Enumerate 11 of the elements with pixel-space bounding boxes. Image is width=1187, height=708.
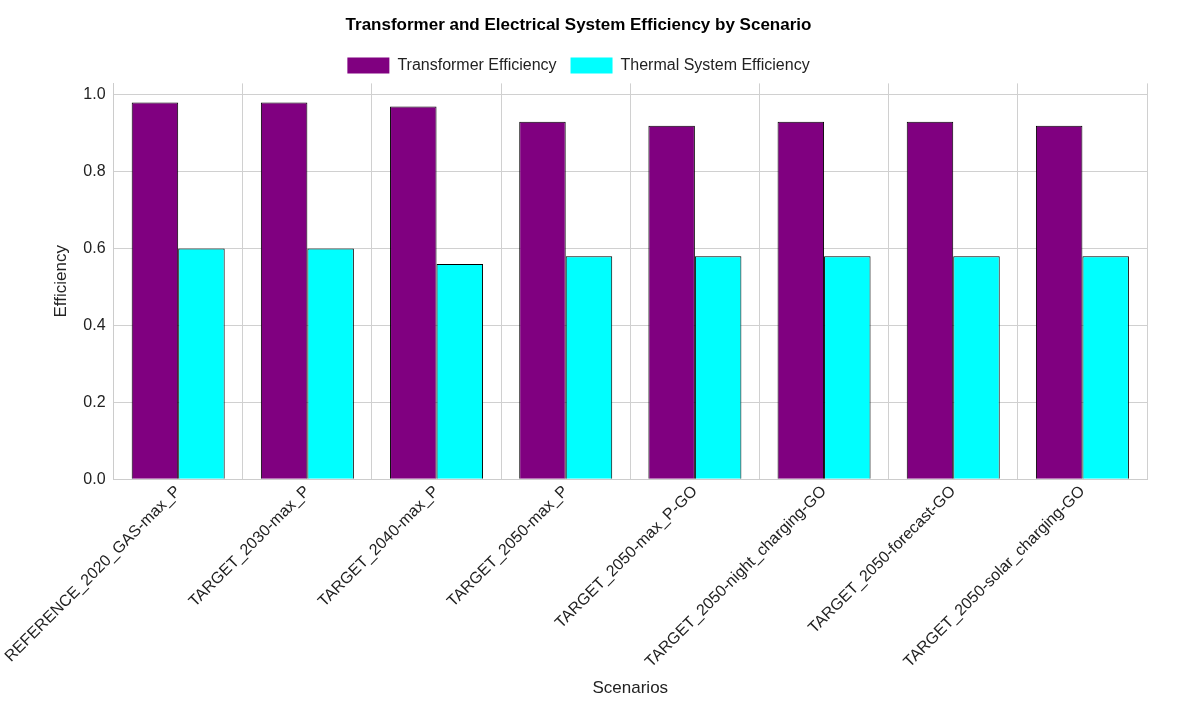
y-tick-label: 0.6 (83, 239, 106, 257)
y-tick-label: 1.0 (83, 85, 106, 103)
y-tick-label: 0.4 (83, 315, 106, 333)
y-tick-label: 0.2 (83, 392, 106, 410)
chart-title: Transformer and Electrical System Efficiency by Scenario (345, 14, 812, 34)
y-tick-label: 0.0 (83, 469, 106, 487)
x-axis-title: Scenarios (592, 678, 669, 698)
y-tick-label: 0.8 (83, 162, 106, 180)
legend-label: Transformer Efficiency (397, 55, 557, 73)
legend-label: Thermal System Efficiency (620, 55, 810, 73)
y-axis-title: Efficiency (50, 244, 70, 318)
